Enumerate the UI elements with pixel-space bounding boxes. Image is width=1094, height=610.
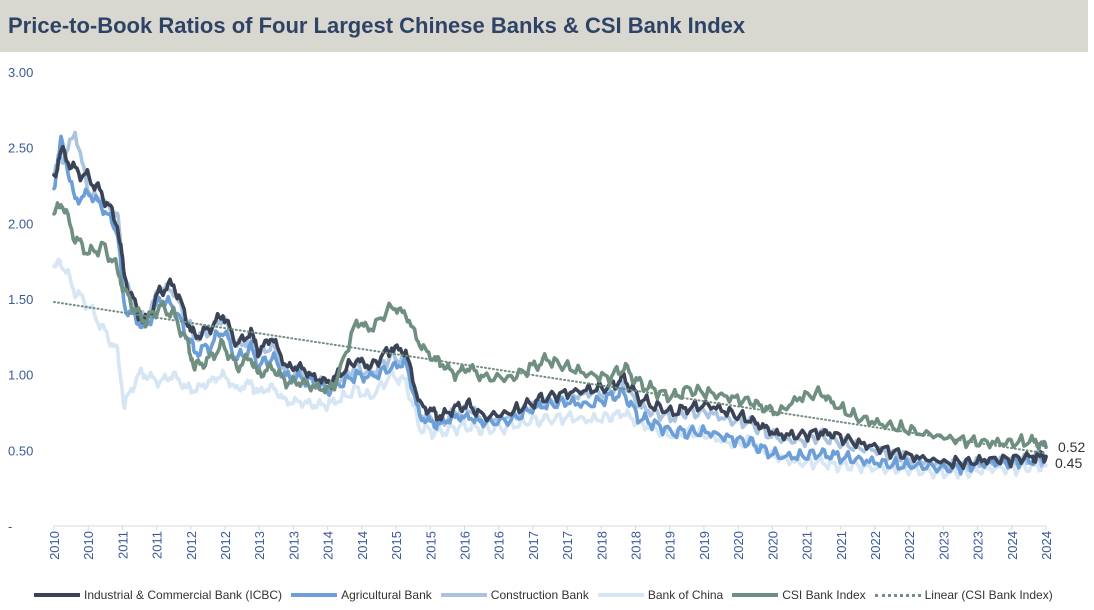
x-tick-label: 2018 (594, 531, 609, 560)
chart-title: Price-to-Book Ratios of Four Largest Chi… (8, 13, 746, 38)
x-tick-label: 2022 (902, 531, 917, 560)
y-tick-label: 1.50 (8, 292, 33, 307)
x-tick-label: 2014 (321, 531, 336, 560)
x-tick-label: 2013 (286, 531, 301, 560)
y-axis: - 0.50 1.00 1.50 2.00 2.50 3.00 (8, 65, 33, 534)
x-tick-label: 2019 (697, 531, 712, 560)
legend-item: Industrial & Commercial Bank (ICBC) (34, 588, 282, 602)
legend-swatch (874, 593, 921, 597)
legend-label: Industrial & Commercial Bank (ICBC) (84, 588, 283, 602)
x-tick-label: 2018 (629, 531, 644, 560)
title-bar: Price-to-Book Ratios of Four Largest Chi… (0, 0, 1088, 52)
x-tick-label: 2020 (765, 531, 780, 560)
legend-item: CSI Bank Index (732, 588, 866, 602)
series-line-industrial-commercial-bank-icbc (52, 144, 1048, 470)
plot-lines (52, 130, 1048, 480)
x-tick-label: 2023 (936, 531, 951, 560)
legend: Industrial & Commercial Bank (ICBC) Agric… (34, 585, 1062, 605)
legend-label: Bank of China (647, 588, 724, 602)
x-tick-label: 2012 (218, 531, 233, 560)
x-tick-label: 2013 (252, 531, 267, 560)
x-tick-label: 2021 (834, 531, 849, 560)
trendline (53, 301, 1047, 455)
y-tick-label: 3.00 (8, 65, 33, 80)
legend-item: Construction Bank (440, 588, 589, 602)
x-tick-label: 2015 (389, 531, 404, 560)
legend-label: Linear (CSI Bank Index) (924, 588, 1053, 602)
x-tick-label: 2011 (115, 531, 130, 559)
x-tick-label: 2014 (355, 531, 370, 560)
legend-label: Construction Bank (490, 588, 589, 602)
chart-area: -0.501.001.502.002.503.00 2010 2010 2011 20… (8, 65, 1085, 560)
x-tick-label: 2010 (47, 531, 62, 560)
x-tick-label: 2012 (184, 531, 199, 560)
x-tick-label: 2024 (1005, 531, 1020, 560)
end-labels: 0.520.45 (1055, 439, 1085, 471)
x-tick-label: 2011 (150, 531, 165, 559)
end-label-banks: 0.45 (1055, 455, 1082, 471)
legend-swatch (597, 593, 644, 597)
y-tick-label: 2.50 (8, 141, 33, 156)
legend-label: Agricultural Bank (341, 588, 432, 602)
x-tick-label: 2010 (81, 531, 96, 560)
x-tick-label: 2015 (423, 531, 438, 560)
x-tick-label: 2017 (560, 531, 575, 560)
series-line-csi-bank-index (52, 201, 1048, 452)
y-tick-label: 2.00 (8, 216, 33, 231)
x-tick-label: 2016 (492, 531, 507, 560)
series-line-bank-of-china (52, 257, 1048, 480)
x-tick-label: 2019 (663, 531, 678, 560)
y-tick-label: - (8, 519, 12, 534)
x-tick-label: 2021 (800, 531, 815, 560)
y-tick-label: 1.00 (8, 368, 33, 383)
x-tick-label: 2022 (868, 531, 883, 560)
legend-item: Linear (CSI Bank Index) (874, 588, 1053, 602)
y-tick-label: 0.50 (8, 443, 33, 458)
legend-swatch (34, 593, 80, 597)
x-tick-label: 2017 (526, 531, 541, 560)
legend-swatch (440, 593, 487, 597)
x-axis: 2010 2010 2011 2011 2012 2012 2013 2013 2014 2014… (47, 525, 1054, 560)
x-tick-label: 2020 (731, 531, 746, 560)
series-line-agricultural-bank (52, 134, 1048, 476)
legend-swatch (732, 593, 779, 597)
legend-item: Agricultural Bank (291, 588, 432, 602)
legend-item: Bank of China (597, 588, 724, 602)
x-tick-label: 2016 (457, 531, 472, 560)
legend-swatch (291, 593, 338, 597)
end-label-csi: 0.52 (1058, 439, 1085, 455)
legend-label: CSI Bank Index (782, 588, 866, 602)
x-tick-label: 2023 (971, 531, 986, 560)
x-tick-label: 2024 (1039, 531, 1054, 560)
